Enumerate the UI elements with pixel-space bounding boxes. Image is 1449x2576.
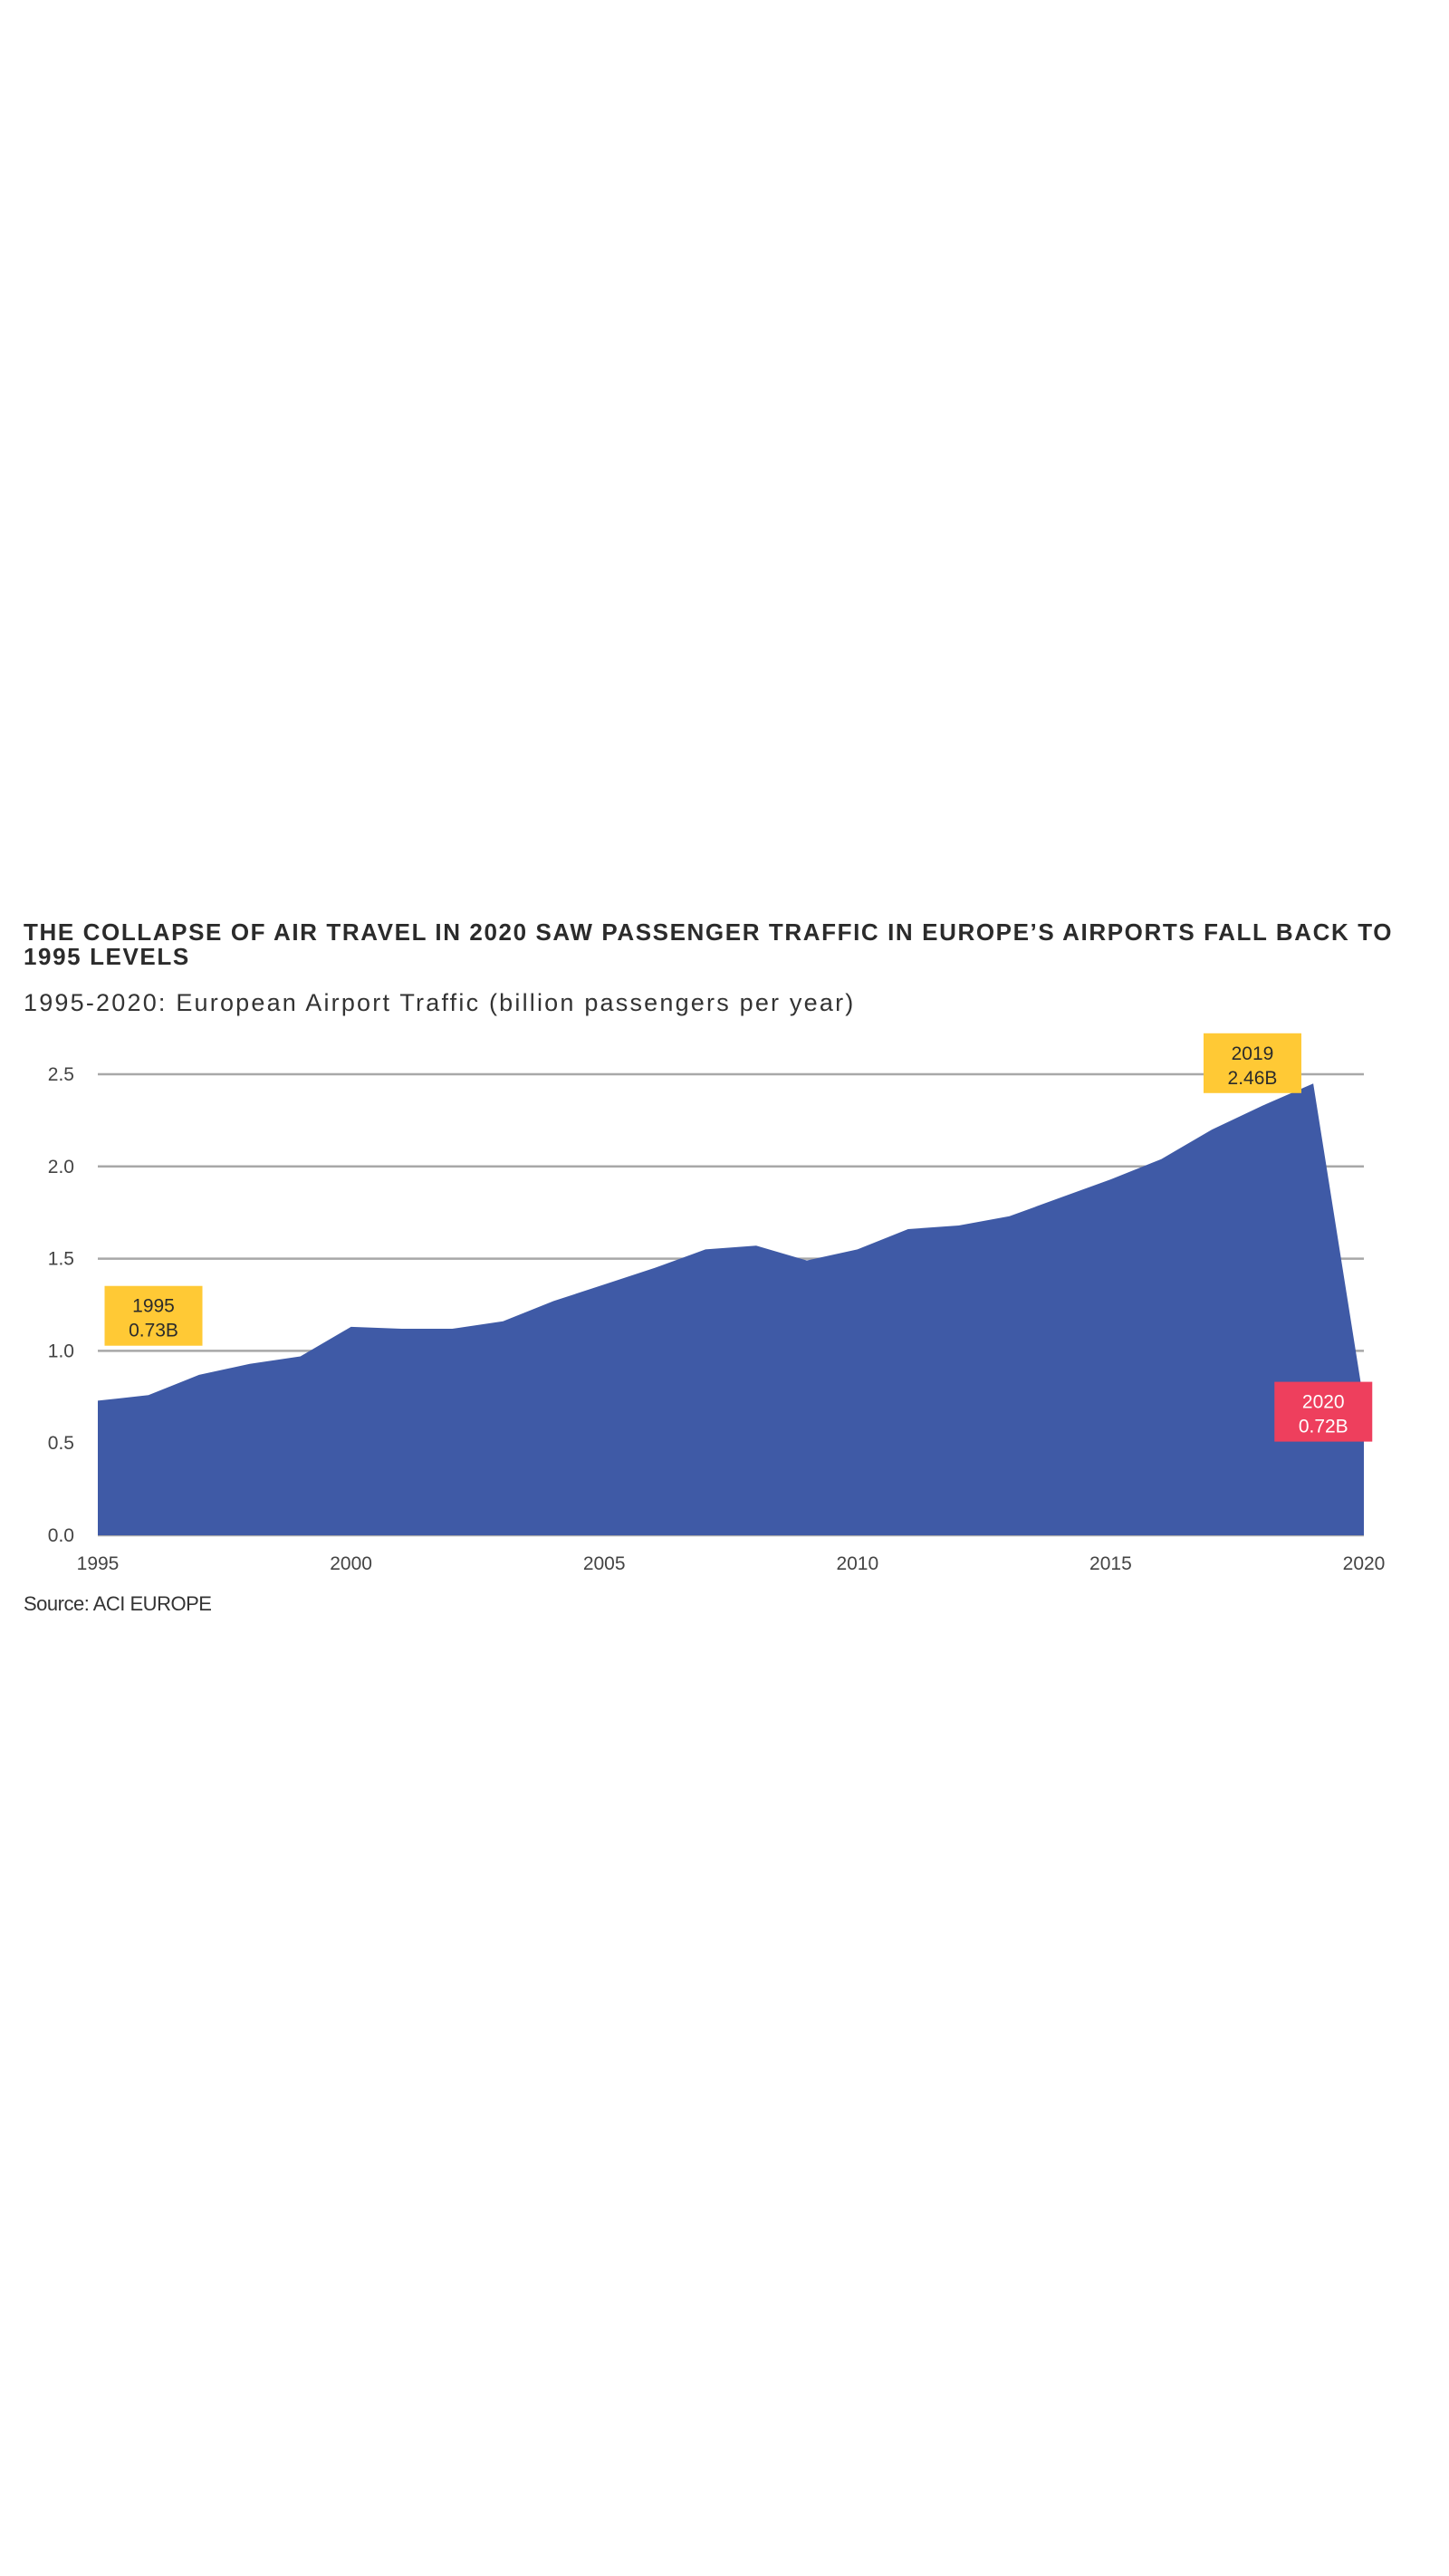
y-tick-label-1: 0.5 — [48, 1433, 74, 1454]
annotation-2019-year: 2019 — [1232, 1043, 1274, 1064]
annotation-2020-box — [1274, 1381, 1373, 1442]
annotation-1995-box — [104, 1285, 203, 1346]
x-tick-label-4: 2015 — [1089, 1553, 1132, 1574]
x-tick-label-1: 2000 — [330, 1553, 372, 1574]
y-tick-label-0: 0.0 — [48, 1525, 74, 1546]
annotation-2020-year: 2020 — [1302, 1392, 1345, 1413]
annotation-2019-box — [1203, 1033, 1301, 1093]
annotation-2019-value: 2.46B — [1228, 1068, 1278, 1089]
annotation-2020-value: 0.72B — [1299, 1417, 1348, 1437]
area-series — [98, 1083, 1364, 1535]
x-tick-label-0: 1995 — [77, 1553, 120, 1574]
chart-title: THE COLLAPSE OF AIR TRAVEL IN 2020 SAW P… — [24, 918, 1394, 970]
x-tick-label-3: 2010 — [836, 1553, 878, 1574]
source-note: Source: ACI EUROPE — [24, 1592, 212, 1615]
x-tick-label-5: 2020 — [1343, 1553, 1386, 1574]
y-tick-label-2: 1.0 — [48, 1341, 74, 1361]
annotation-1995-value: 0.73B — [129, 1321, 178, 1341]
y-tick-label-5: 2.5 — [48, 1064, 74, 1085]
x-tick-label-2: 2005 — [583, 1553, 626, 1574]
annotation-1995-year: 1995 — [132, 1296, 175, 1317]
chart-subtitle: 1995-2020: European Airport Traffic (bil… — [24, 989, 856, 1016]
y-tick-label-3: 1.5 — [48, 1249, 74, 1270]
y-tick-label-4: 2.0 — [48, 1157, 74, 1177]
